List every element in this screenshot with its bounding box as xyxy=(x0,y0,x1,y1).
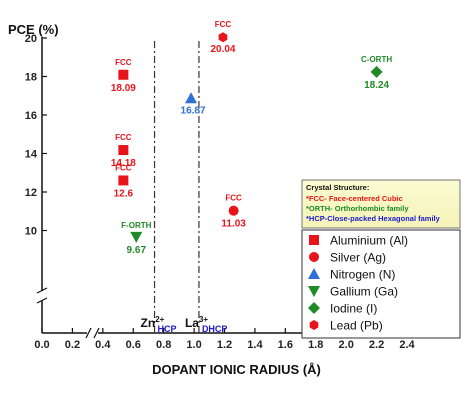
x-axis-break xyxy=(85,327,100,339)
data-point xyxy=(130,231,143,243)
data-label: 16.87 xyxy=(181,105,206,116)
data-label: 18.24 xyxy=(364,80,389,91)
legend-marker xyxy=(308,286,320,297)
data-point xyxy=(118,69,129,80)
data-point xyxy=(118,145,129,156)
x-tick-label: 0.0 xyxy=(34,339,49,351)
x-tick-label: 2.4 xyxy=(399,339,415,351)
point-structure-tag: FCC xyxy=(215,20,232,29)
legend-label: Nitrogen (N) xyxy=(330,268,395,282)
x-tick-label: 1.4 xyxy=(247,339,263,351)
y-tick-label: 20 xyxy=(25,33,37,45)
ion-structure: HCP xyxy=(158,324,177,334)
data-point xyxy=(370,65,383,78)
legend-label: Silver (Ag) xyxy=(330,251,386,265)
x-tick-label: 2.2 xyxy=(369,339,384,351)
x-tick-label: 0.4 xyxy=(95,339,111,351)
x-tick-label: 1.0 xyxy=(186,339,201,351)
x-tick-label: 0.6 xyxy=(126,339,141,351)
legend-label: Lead (Pb) xyxy=(330,319,383,333)
x-tick-label: 1.2 xyxy=(217,339,232,351)
y-axis-break xyxy=(36,287,48,304)
ion-label: Zn2+HCP xyxy=(141,315,177,334)
x-tick-label: 0.2 xyxy=(65,339,80,351)
ion-charge: 2+ xyxy=(155,315,164,324)
crystal-structure-box xyxy=(301,179,461,229)
legend-marker xyxy=(308,302,320,314)
data-point xyxy=(118,175,129,186)
legend-marker xyxy=(308,268,320,279)
y-tick-label: 18 xyxy=(25,72,37,84)
data-label: 18.09 xyxy=(111,83,136,94)
legend-marker xyxy=(309,235,319,245)
legend-marker xyxy=(309,252,319,262)
data-label: 12.6 xyxy=(114,188,134,199)
legend-box xyxy=(301,229,461,339)
crystal-structure-line: *FCC- Face-centered Cubic xyxy=(306,194,403,203)
data-label: 9.67 xyxy=(127,245,147,256)
y-tick-label: 12 xyxy=(25,187,37,199)
legend-label: Aluminium (Al) xyxy=(330,234,408,248)
point-structure-tag: FCC xyxy=(115,133,132,142)
x-tick-label: 2.0 xyxy=(339,339,354,351)
ion-label: La3+DHCP xyxy=(185,315,228,334)
ion-charge: 3+ xyxy=(199,315,208,324)
data-label: 11.03 xyxy=(221,219,246,230)
point-structure-tag: C-ORTH xyxy=(361,55,392,64)
crystal-structure-line: *ORTH- Orthorhombic family xyxy=(306,204,409,213)
y-axis-title: PCE (%) xyxy=(8,22,59,37)
data-point xyxy=(218,32,228,43)
legend-label: Iodine (I) xyxy=(330,302,377,316)
ion-structure: DHCP xyxy=(202,324,228,334)
point-structure-tag: FCC xyxy=(225,194,242,203)
point-structure-tag: FCC xyxy=(115,58,132,67)
y-tick-label: 10 xyxy=(25,226,37,238)
crystal-structure-title: Crystal Structure: xyxy=(306,183,369,192)
point-structure-tag: FCC xyxy=(115,163,132,172)
legend-label: Gallium (Ga) xyxy=(330,285,398,299)
data-label: 20.04 xyxy=(210,44,235,55)
data-label: 14.18 xyxy=(111,158,136,169)
data-point xyxy=(228,205,239,216)
x-tick-label: 0.8 xyxy=(156,339,171,351)
legend-marker xyxy=(309,320,319,330)
y-tick-label: 14 xyxy=(25,149,38,161)
x-tick-label: 1.8 xyxy=(308,339,323,351)
crystal-structure-line: *HCP-Close-packed Hexagonal family xyxy=(306,214,441,223)
data-point xyxy=(185,92,198,104)
point-structure-tag: F-ORTH xyxy=(121,221,151,230)
x-tick-label: 1.6 xyxy=(278,339,293,351)
y-tick-label: 16 xyxy=(25,110,37,122)
x-axis-title: DOPANT IONIC RADIUS (Å) xyxy=(152,362,321,377)
